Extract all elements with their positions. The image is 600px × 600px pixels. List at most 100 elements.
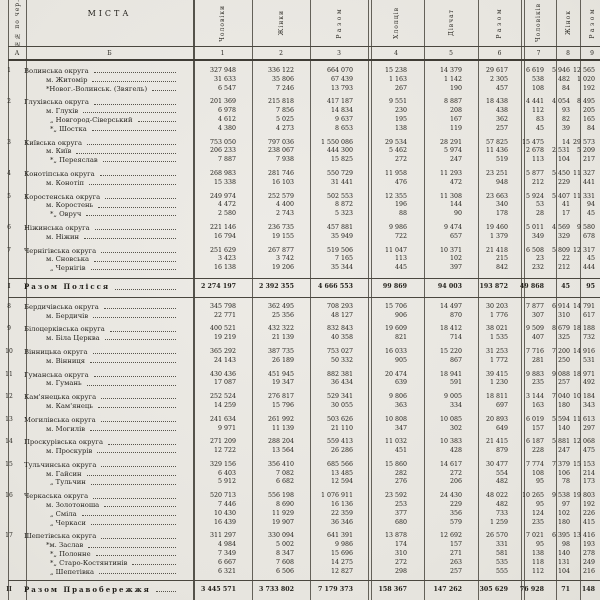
table-row: „ Черкаси 16 439 19 907 36 346 680 579 1… (0, 519, 600, 528)
value-cell-boys: 9 986 (388, 223, 407, 231)
value-cell-boys: 11 032 (384, 438, 407, 446)
row-name: *„ Переяслав (50, 156, 98, 165)
table-rule-vertical (193, 0, 195, 600)
value-cell-boys: 5 462 (388, 147, 407, 155)
column-index: 4 (394, 50, 398, 57)
value-cell-girls: 397 (449, 264, 462, 272)
value-cell-men2: 3 144 (525, 393, 544, 401)
value-cell-total: 529 341 (326, 393, 353, 401)
column-index: 8 (566, 50, 570, 57)
value-cell-boys: 10 808 (384, 415, 407, 423)
value-cell-men: 520 713 (209, 492, 236, 500)
row-number: 5 (7, 192, 11, 200)
row-number: 3 (7, 138, 11, 146)
value-cell-men2: 2 678 (525, 147, 544, 155)
value-cell-total3: 11 613 (572, 415, 595, 423)
value-cell-total: 5 323 (334, 210, 353, 218)
table-row: 15 Тульчинська округа 329 156 356 410 68… (0, 461, 600, 470)
table-row: *„ Переяслав 7 887 7 938 15 825 272 247 … (0, 156, 600, 165)
value-cell-men2: 108 (531, 469, 544, 477)
row-name-cell: Білоцерківська округа (18, 325, 185, 334)
row-name-cell: „ Черкаси (18, 519, 185, 528)
row-name-cell: Конотіпська округа (18, 170, 185, 179)
value-cell-total2: 215 (495, 255, 508, 263)
value-cell-girls: 18 412 (439, 325, 462, 333)
table-row: *„ Полонне 7 349 8 347 15 696 310 271 58… (0, 550, 600, 559)
value-cell-men2: 538 (531, 75, 544, 83)
value-cell-total: 48 127 (330, 311, 353, 319)
value-cell-girls: 10 371 (439, 246, 462, 254)
value-cell-boys: 722 (394, 232, 407, 240)
value-cell-girls: 10 383 (439, 438, 462, 446)
value-cell-total: 12 594 (330, 478, 353, 486)
okruha-group: 14 Проскурівська округа 271 209 288 204 … (0, 438, 600, 456)
value-cell-girls: 714 (449, 334, 462, 342)
okruha-group: 16 Черкаська округа 520 713 556 198 1 07… (0, 492, 600, 527)
column-index-row: А Б 1 2 3 4 5 6 7 8 9 (8, 48, 600, 61)
dotted-leader (92, 76, 176, 83)
dotted-leader (93, 67, 176, 74)
value-cell-women: 276 817 (267, 393, 294, 401)
value-cell-total: 550 729 (326, 169, 353, 177)
value-cell-boys: 11 958 (384, 169, 407, 177)
row-name-cell: „ Шепетівка (18, 568, 185, 577)
okruha-group: 8 Бердичівська округа 345 798 362 495 70… (0, 303, 600, 321)
value-cell-women: 19 347 (271, 379, 294, 387)
dotted-leader (90, 519, 176, 525)
value-cell-men: 241 634 (209, 415, 236, 423)
dotted-leader (76, 147, 176, 154)
header-col-men2: Чоловіків (535, 3, 542, 43)
row-name-cell: Бердичівська округа (18, 303, 185, 312)
value-cell-men: 22 771 (213, 311, 236, 319)
value-cell-girls: 190 (449, 84, 462, 92)
value-cell-men2: 45 (535, 124, 544, 132)
value-cell-total2: 23 251 (485, 169, 508, 177)
row-number (0, 116, 18, 125)
table-row: *м. Заслав 4 984 5 002 9 986 174 157 331… (0, 541, 600, 550)
row-number (0, 357, 18, 366)
row-number (0, 85, 18, 94)
value-cell-women: 5 002 (275, 541, 294, 549)
row-name: „ Новгород-Сіверський (50, 115, 133, 124)
value-cell-women: 35 806 (271, 75, 294, 83)
row-name: м. Конотіп (46, 178, 85, 187)
value-cell-total: 753 027 (326, 347, 353, 355)
value-cell-total: 444 300 (326, 147, 353, 155)
value-cell-total2: 581 (495, 550, 508, 558)
value-cell-girls: 167 (449, 115, 462, 123)
row-name-cell: Кам'янецька округа (18, 393, 185, 402)
row-number (0, 179, 18, 188)
table-row: м. Конотіп 15 338 16 103 31 441 476 472 … (0, 179, 600, 188)
value-cell-total3: 173 (582, 478, 595, 486)
value-cell-total3: 12 068 (572, 438, 595, 446)
dotted-leader (98, 201, 176, 208)
value-cell-total3: 18 188 (572, 325, 595, 333)
row-name: Разом Правобережжя (24, 585, 151, 594)
value-cell-men2: 281 (531, 356, 544, 364)
value-cell-women2: 84 (561, 84, 570, 92)
value-cell-total3: 617 (582, 311, 595, 319)
row-name: Київська округа (24, 138, 83, 147)
dotted-leader (104, 501, 176, 508)
value-cell-girls: 90 (453, 210, 462, 218)
value-cell-women: 215 818 (267, 98, 294, 106)
row-name-cell: м. Кам'янець (18, 402, 185, 411)
value-cell-women2: 5 809 (551, 246, 570, 254)
value-cell-girls: 14 617 (439, 460, 462, 468)
value-cell-women: 19 206 (271, 264, 294, 272)
row-number: 7 (7, 246, 11, 254)
value-cell-boys: 88 (398, 210, 407, 218)
value-cell-girls: 208 (449, 107, 462, 115)
row-number (0, 334, 18, 343)
value-cell-women: 6 506 (275, 567, 294, 575)
value-cell-boys: 29 534 (384, 138, 407, 146)
value-cell-total2: 30 203 (485, 302, 508, 310)
value-cell-total: 40 358 (330, 334, 353, 342)
value-cell-total: 67 439 (330, 75, 353, 83)
row-number (0, 559, 18, 568)
row-number (0, 125, 18, 134)
value-cell-total: 708 293 (326, 302, 353, 310)
dotted-leader (132, 559, 176, 566)
value-cell-women: 21 139 (271, 334, 294, 342)
value-cell-girls: 147 262 (433, 585, 462, 593)
